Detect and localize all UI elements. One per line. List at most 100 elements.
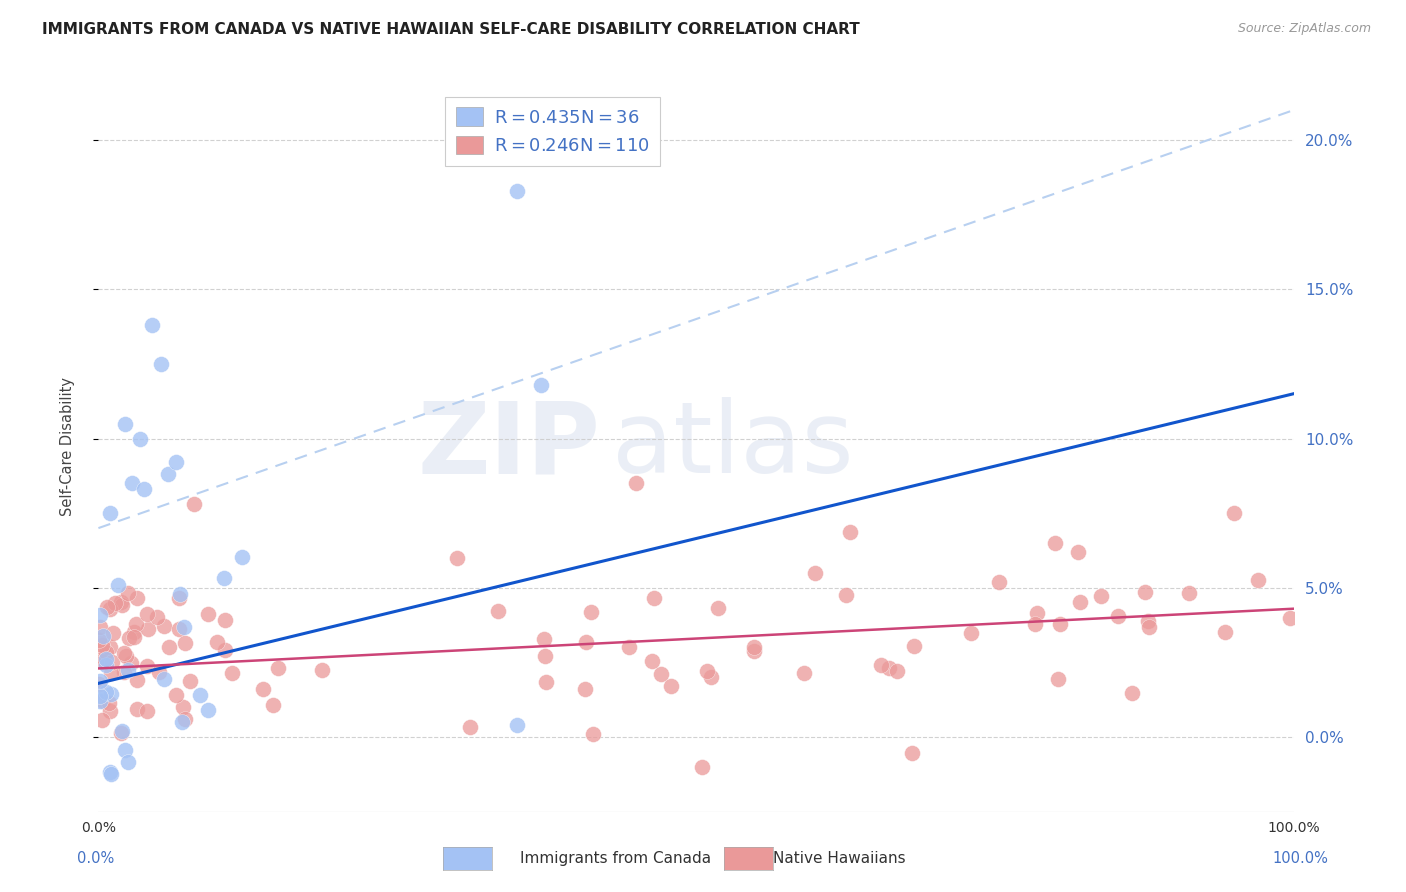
Immigrants from Canada [89,694,111,708]
Native Hawaiians [903,640,925,654]
Native Hawaiians [1247,573,1270,587]
Immigrants from Canada [132,483,155,497]
Native Hawaiians [98,704,121,718]
Y-axis label: Self-Care Disability: Self-Care Disability [60,376,75,516]
Immigrants from Canada [94,658,117,673]
Native Hawaiians [1133,585,1156,599]
Native Hawaiians [700,670,723,684]
Native Hawaiians [111,598,134,612]
Native Hawaiians [1090,589,1112,603]
Native Hawaiians [136,622,159,636]
Native Hawaiians [1121,686,1143,700]
Native Hawaiians [534,675,557,690]
Immigrants from Canada [121,476,143,491]
Native Hawaiians [125,591,148,605]
Immigrants from Canada [91,629,114,643]
Native Hawaiians [91,694,114,708]
Native Hawaiians [643,591,665,605]
Native Hawaiians [148,665,170,679]
Native Hawaiians [110,726,132,740]
Native Hawaiians [179,673,201,688]
Native Hawaiians [742,644,765,658]
Immigrants from Canada [98,765,121,780]
Native Hawaiians [101,625,124,640]
Native Hawaiians [804,566,827,580]
Native Hawaiians [135,607,157,621]
Immigrants from Canada [94,685,117,699]
Immigrants from Canada [169,587,191,601]
Immigrants from Canada [212,571,235,585]
Native Hawaiians [835,588,858,602]
Native Hawaiians [901,746,924,760]
Native Hawaiians [87,676,110,690]
Native Hawaiians [98,602,121,616]
Native Hawaiians [136,704,159,718]
Native Hawaiians [311,663,333,677]
Native Hawaiians [870,657,893,672]
Native Hawaiians [89,620,111,634]
Immigrants from Canada [506,718,529,732]
Native Hawaiians [87,633,110,648]
Native Hawaiians [262,698,284,713]
Native Hawaiians [114,648,136,663]
Text: atlas: atlas [613,398,853,494]
Native Hawaiians [1047,672,1070,686]
Immigrants from Canada [197,703,219,717]
Native Hawaiians [112,665,135,679]
Native Hawaiians [104,596,127,610]
Native Hawaiians [641,654,664,668]
Native Hawaiians [167,591,190,605]
Native Hawaiians [110,595,132,609]
Text: Native Hawaiians: Native Hawaiians [773,851,905,865]
Native Hawaiians [174,712,197,726]
Native Hawaiians [136,659,159,673]
Native Hawaiians [839,524,862,539]
Immigrants from Canada [530,377,553,392]
Native Hawaiians [1024,617,1046,632]
Immigrants from Canada [100,687,122,701]
Native Hawaiians [1137,620,1160,634]
Native Hawaiians [96,599,118,614]
Native Hawaiians [1137,614,1160,628]
Native Hawaiians [617,640,640,655]
Native Hawaiians [742,640,765,654]
Native Hawaiians [988,575,1011,590]
Immigrants from Canada [506,184,529,198]
Native Hawaiians [446,551,468,566]
Native Hawaiians [125,617,148,632]
Native Hawaiians [574,682,596,697]
Text: ZIP: ZIP [418,398,600,494]
Native Hawaiians [1067,545,1090,559]
Immigrants from Canada [172,715,194,730]
Native Hawaiians [486,604,509,618]
Native Hawaiians [659,679,682,693]
Immigrants from Canada [141,318,163,332]
Native Hawaiians [157,640,180,654]
Text: Source: ZipAtlas.com: Source: ZipAtlas.com [1237,22,1371,36]
Native Hawaiians [122,625,145,640]
Immigrants from Canada [107,578,129,592]
Immigrants from Canada [153,672,176,686]
Immigrants from Canada [173,619,195,633]
Legend: $\mathdefault{R = }$$\mathbf{\mathdefault{0.435}}$$\mathdefault{   N = }$$\mathb: $\mathdefault{R = }$$\mathbf{\mathdefaul… [444,96,661,166]
Native Hawaiians [197,607,219,622]
Immigrants from Canada [89,689,111,703]
Native Hawaiians [112,646,135,660]
Native Hawaiians [252,682,274,697]
Native Hawaiians [1043,536,1066,550]
Text: Immigrants from Canada: Immigrants from Canada [520,851,711,865]
Native Hawaiians [118,632,141,646]
Native Hawaiians [1107,609,1129,624]
Immigrants from Canada [231,550,253,565]
Immigrants from Canada [129,432,152,446]
Immigrants from Canada [89,674,111,689]
Native Hawaiians [959,625,981,640]
Native Hawaiians [1223,506,1246,520]
Text: 100.0%: 100.0% [1272,851,1329,865]
Immigrants from Canada [149,357,172,371]
Text: IMMIGRANTS FROM CANADA VS NATIVE HAWAIIAN SELF-CARE DISABILITY CORRELATION CHART: IMMIGRANTS FROM CANADA VS NATIVE HAWAIIA… [42,22,860,37]
Native Hawaiians [877,660,900,674]
Text: 0.0%: 0.0% [77,851,114,865]
Native Hawaiians [1278,610,1301,624]
Native Hawaiians [117,586,139,600]
